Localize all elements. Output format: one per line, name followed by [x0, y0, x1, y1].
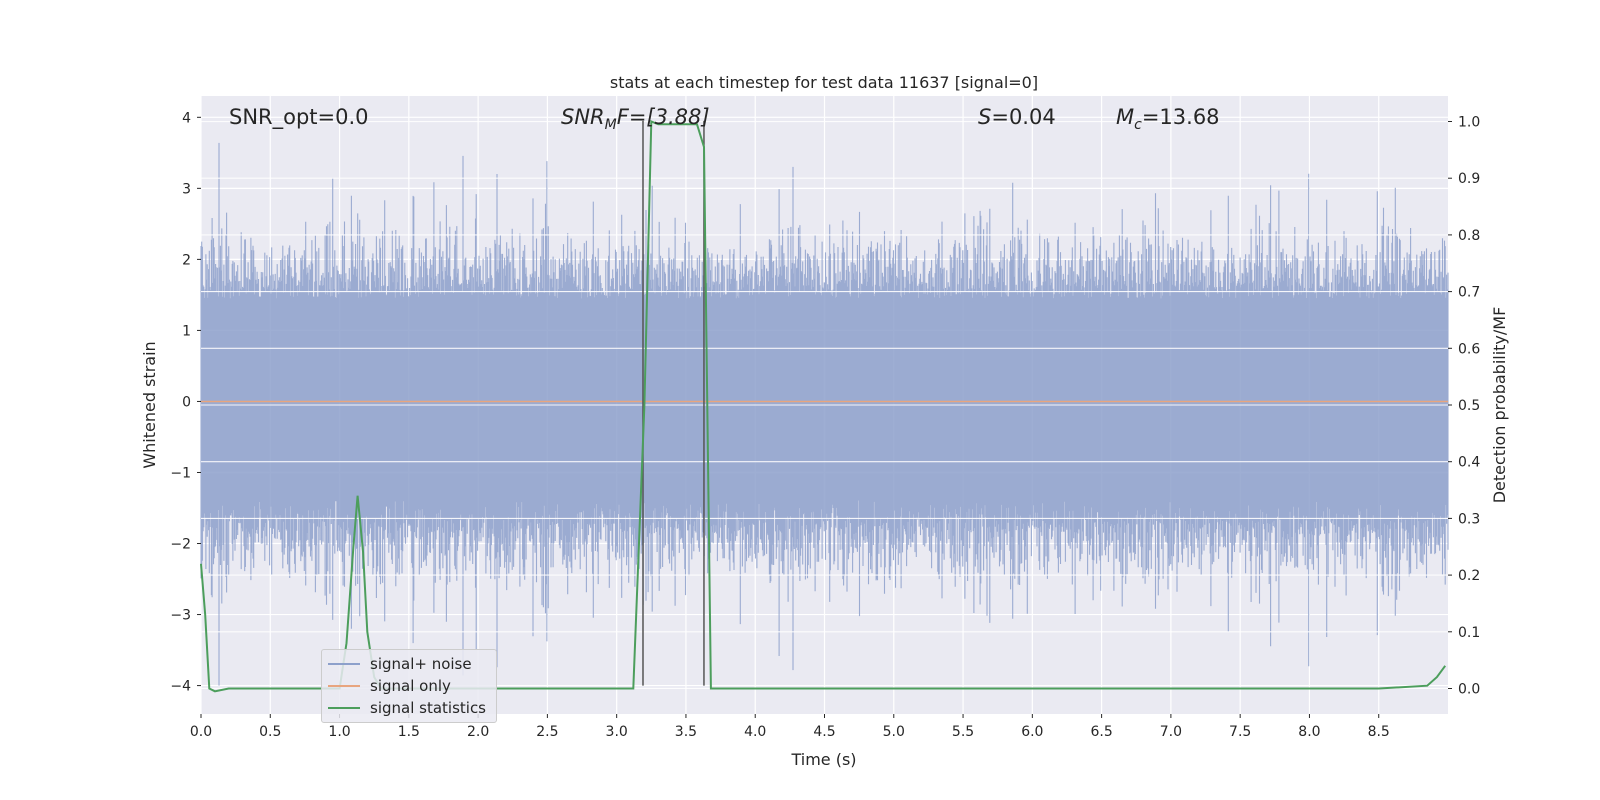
- noise-trace: [200, 142, 1449, 686]
- y-tick-label: 0: [182, 394, 191, 410]
- legend-swatch: [328, 685, 360, 687]
- y2-tick-label: 0.8: [1458, 228, 1480, 244]
- x-tick-label: 7.5: [1229, 724, 1251, 740]
- y2-tick-label: 0.9: [1458, 171, 1480, 187]
- legend-label: signal statistics: [370, 699, 487, 717]
- right-axis-grid: [201, 120, 1448, 690]
- y-tick-label: 2: [182, 252, 191, 268]
- y-tick-labels: 4 3 2 1 0 −1 −2 −3 −4: [170, 110, 201, 695]
- y-tick-label: −4: [170, 679, 191, 695]
- legend-swatch: [328, 663, 360, 665]
- x-tick-label: 3.0: [606, 724, 628, 740]
- y-tick-label: −3: [170, 608, 191, 624]
- y2-tick-label: 0.1: [1458, 625, 1480, 641]
- legend-label: signal only: [370, 677, 451, 695]
- x-tick-label: 4.5: [813, 724, 835, 740]
- x-tick-label: 0.0: [190, 724, 212, 740]
- annotation-snr-opt: SNR_opt=0.0: [229, 105, 369, 130]
- y2-tick-label: 0.0: [1458, 681, 1480, 697]
- annotation-mc: Mc=13.68: [1116, 105, 1220, 133]
- x-tick-label: 3.5: [675, 724, 697, 740]
- y-tick-label: 1: [182, 323, 191, 339]
- y-tick-label: 4: [182, 110, 191, 126]
- x-tick-label: 8.5: [1368, 724, 1390, 740]
- x-tick-label: 0.5: [259, 724, 281, 740]
- legend: signal+ noise signal only signal statist…: [321, 649, 497, 723]
- y2-tick-label: 0.5: [1458, 398, 1480, 414]
- x-tick-label: 1.0: [328, 724, 350, 740]
- legend-item-signal-statistics: signal statistics: [328, 697, 486, 719]
- x-tick-label: 2.5: [536, 724, 558, 740]
- y-axis-label: Whitened strain: [140, 341, 159, 468]
- chart-title: stats at each timestep for test data 116…: [610, 73, 1038, 92]
- legend-swatch: [328, 707, 360, 709]
- x-tick-label: 6.0: [1021, 724, 1043, 740]
- y2-tick-label: 0.7: [1458, 285, 1480, 301]
- annotation-snr-mf: SNRMF=[3.88]: [561, 105, 710, 133]
- y2-tick-label: 0.3: [1458, 511, 1480, 527]
- y-tick-label: −2: [170, 537, 191, 553]
- y2-tick-label: 1.0: [1458, 115, 1480, 131]
- x-tick-label: 8.0: [1298, 724, 1320, 740]
- legend-label: signal+ noise: [370, 655, 472, 673]
- x-tick-label: 5.0: [883, 724, 905, 740]
- x-tick-label: 4.0: [744, 724, 766, 740]
- y2-tick-label: 0.6: [1458, 341, 1480, 357]
- annotation-s: S=0.04: [978, 105, 1056, 129]
- x-tick-label: 7.0: [1160, 724, 1182, 740]
- x-tick-label: 6.5: [1090, 724, 1112, 740]
- y2-axis-label: Detection probability/MF: [1490, 307, 1509, 504]
- series-signal-noise: [200, 142, 1449, 686]
- y-tick-label: −1: [170, 465, 191, 481]
- x-tick-label: 5.5: [952, 724, 974, 740]
- y2-tick-labels: 1.0 0.9 0.8 0.7 0.6 0.5 0.4 0.3 0.2 0.1 0.0: [1448, 115, 1480, 697]
- x-axis-label: Time (s): [790, 750, 856, 769]
- x-tick-labels: 0.0 0.5 1.0 1.5 2.0 2.5 3.0 3.5 4.0 4.5 5.0 5.5 6.0 6…: [190, 714, 1390, 740]
- y2-tick-label: 0.4: [1458, 455, 1480, 471]
- x-tick-label: 2.0: [467, 724, 489, 740]
- legend-item-signal-only: signal only: [328, 675, 451, 697]
- x-tick-label: 1.5: [398, 724, 420, 740]
- legend-item-signal-noise: signal+ noise: [328, 653, 472, 675]
- y-tick-label: 3: [182, 181, 191, 197]
- y2-tick-label: 0.2: [1458, 568, 1480, 584]
